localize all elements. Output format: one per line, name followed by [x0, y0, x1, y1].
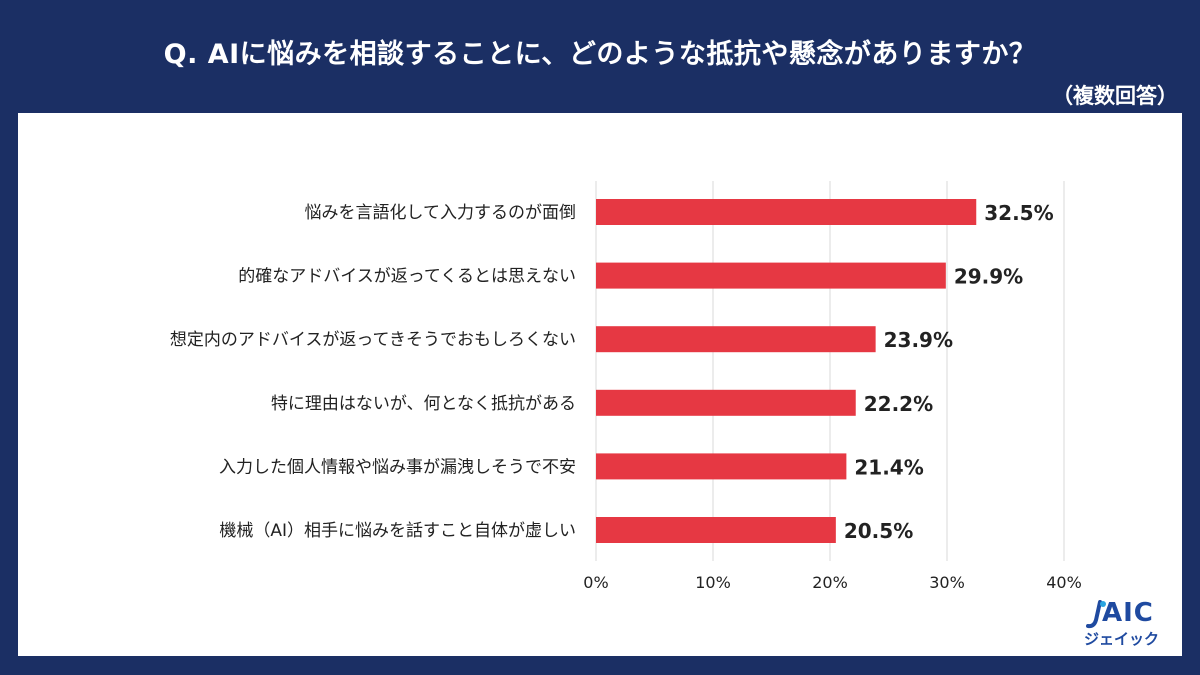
jaic-logo: AIC ジェイック — [1080, 598, 1170, 650]
logo-j-mark-icon — [1086, 600, 1106, 629]
logo-text: AIC — [1102, 598, 1154, 628]
bar — [596, 453, 847, 480]
x-tick-label: 20% — [812, 573, 848, 592]
value-label: 32.5% — [984, 201, 1053, 225]
chart-panel: 0% 10% 20% 30% 40% 悩みを言語化して入力するのが面倒 32.5% 的確なアド… — [18, 113, 1182, 656]
bar — [596, 262, 946, 289]
category-label: 入力した個人情報や悩み事が漏洩しそうで不安 — [219, 457, 576, 477]
x-tick-label: 0% — [583, 573, 608, 592]
value-label: 20.5% — [844, 519, 913, 543]
value-label: 22.2% — [864, 392, 933, 416]
bar — [596, 199, 977, 225]
value-label: 29.9% — [954, 265, 1023, 289]
category-label: 的確なアドバイスが返ってくるとは思えない — [238, 267, 576, 287]
bar-chart: 0% 10% 20% 30% 40% 悩みを言語化して入力するのが面倒 32.5% 的確なアド… — [170, 181, 1082, 592]
bar — [596, 389, 856, 416]
logo-subtext: ジェイック — [1084, 630, 1160, 648]
bar — [596, 326, 876, 353]
x-tick-label: 10% — [695, 573, 731, 592]
x-tick-label: 40% — [1046, 573, 1082, 592]
bar — [596, 517, 836, 543]
chart-subtitle: （複数回答） — [1052, 84, 1178, 108]
category-label: 想定内のアドバイスが返ってきそうでおもしろくない — [170, 330, 576, 350]
category-label: 機械（AI）相手に悩みを話すこと自体が虚しい — [219, 521, 576, 541]
value-label: 21.4% — [854, 455, 923, 479]
category-label: 特に理由はないが、何となく抵抗がある — [271, 394, 576, 414]
chart-title: Q. AIに悩みを相談することに、どのような抵抗や懸念がありますか？ — [163, 39, 1037, 70]
value-label: 23.9% — [884, 328, 953, 352]
category-label: 悩みを言語化して入力するのが面倒 — [305, 203, 577, 223]
x-tick-label: 30% — [929, 573, 965, 592]
